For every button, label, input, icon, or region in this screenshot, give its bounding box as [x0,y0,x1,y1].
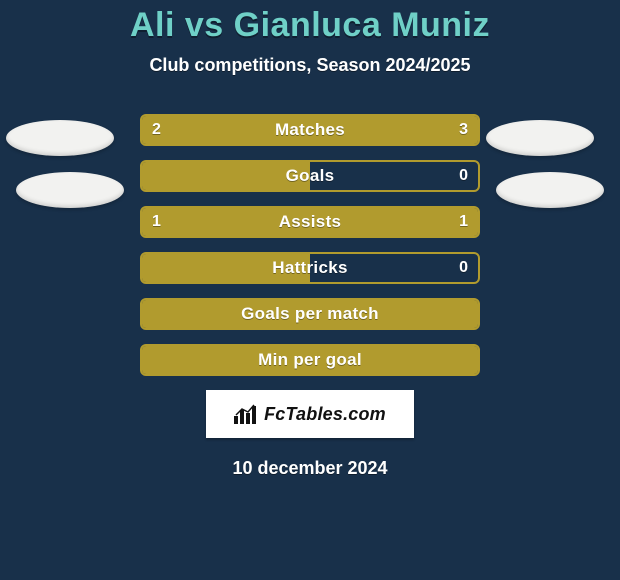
stat-label: Assists [279,212,342,232]
chart-icon [234,404,258,424]
stat-fill-left [142,116,276,144]
stat-label: Matches [275,120,345,140]
stat-value-right: 3 [459,116,468,144]
team-badge [16,172,124,208]
stat-label: Goals per match [241,304,379,324]
stat-row: Min per goal [140,344,480,376]
team-badge [496,172,604,208]
date-label: 10 december 2024 [232,458,387,479]
stat-value-left: 1 [152,208,161,236]
brand-text: FcTables.com [264,404,386,425]
stat-value-right: 1 [459,208,468,236]
stat-row: Goals per match [140,298,480,330]
stat-label: Goals [286,166,335,186]
team-badge [486,120,594,156]
stat-row: 1 1 Assists [140,206,480,238]
stat-row: 0 Hattricks [140,252,480,284]
stat-row: 0 Goals [140,160,480,192]
comparison-card: Ali vs Gianluca Muniz Club competitions,… [0,0,620,580]
stat-label: Min per goal [258,350,362,370]
stat-value-right: 0 [459,162,468,190]
page-title: Ali vs Gianluca Muniz [130,6,490,45]
stat-label: Hattricks [272,258,347,278]
stat-row: 2 3 Matches [140,114,480,146]
brand-badge: FcTables.com [206,390,414,438]
team-badge [6,120,114,156]
stat-value-left: 2 [152,116,161,144]
stat-value-right: 0 [459,254,468,282]
subtitle: Club competitions, Season 2024/2025 [149,55,470,76]
